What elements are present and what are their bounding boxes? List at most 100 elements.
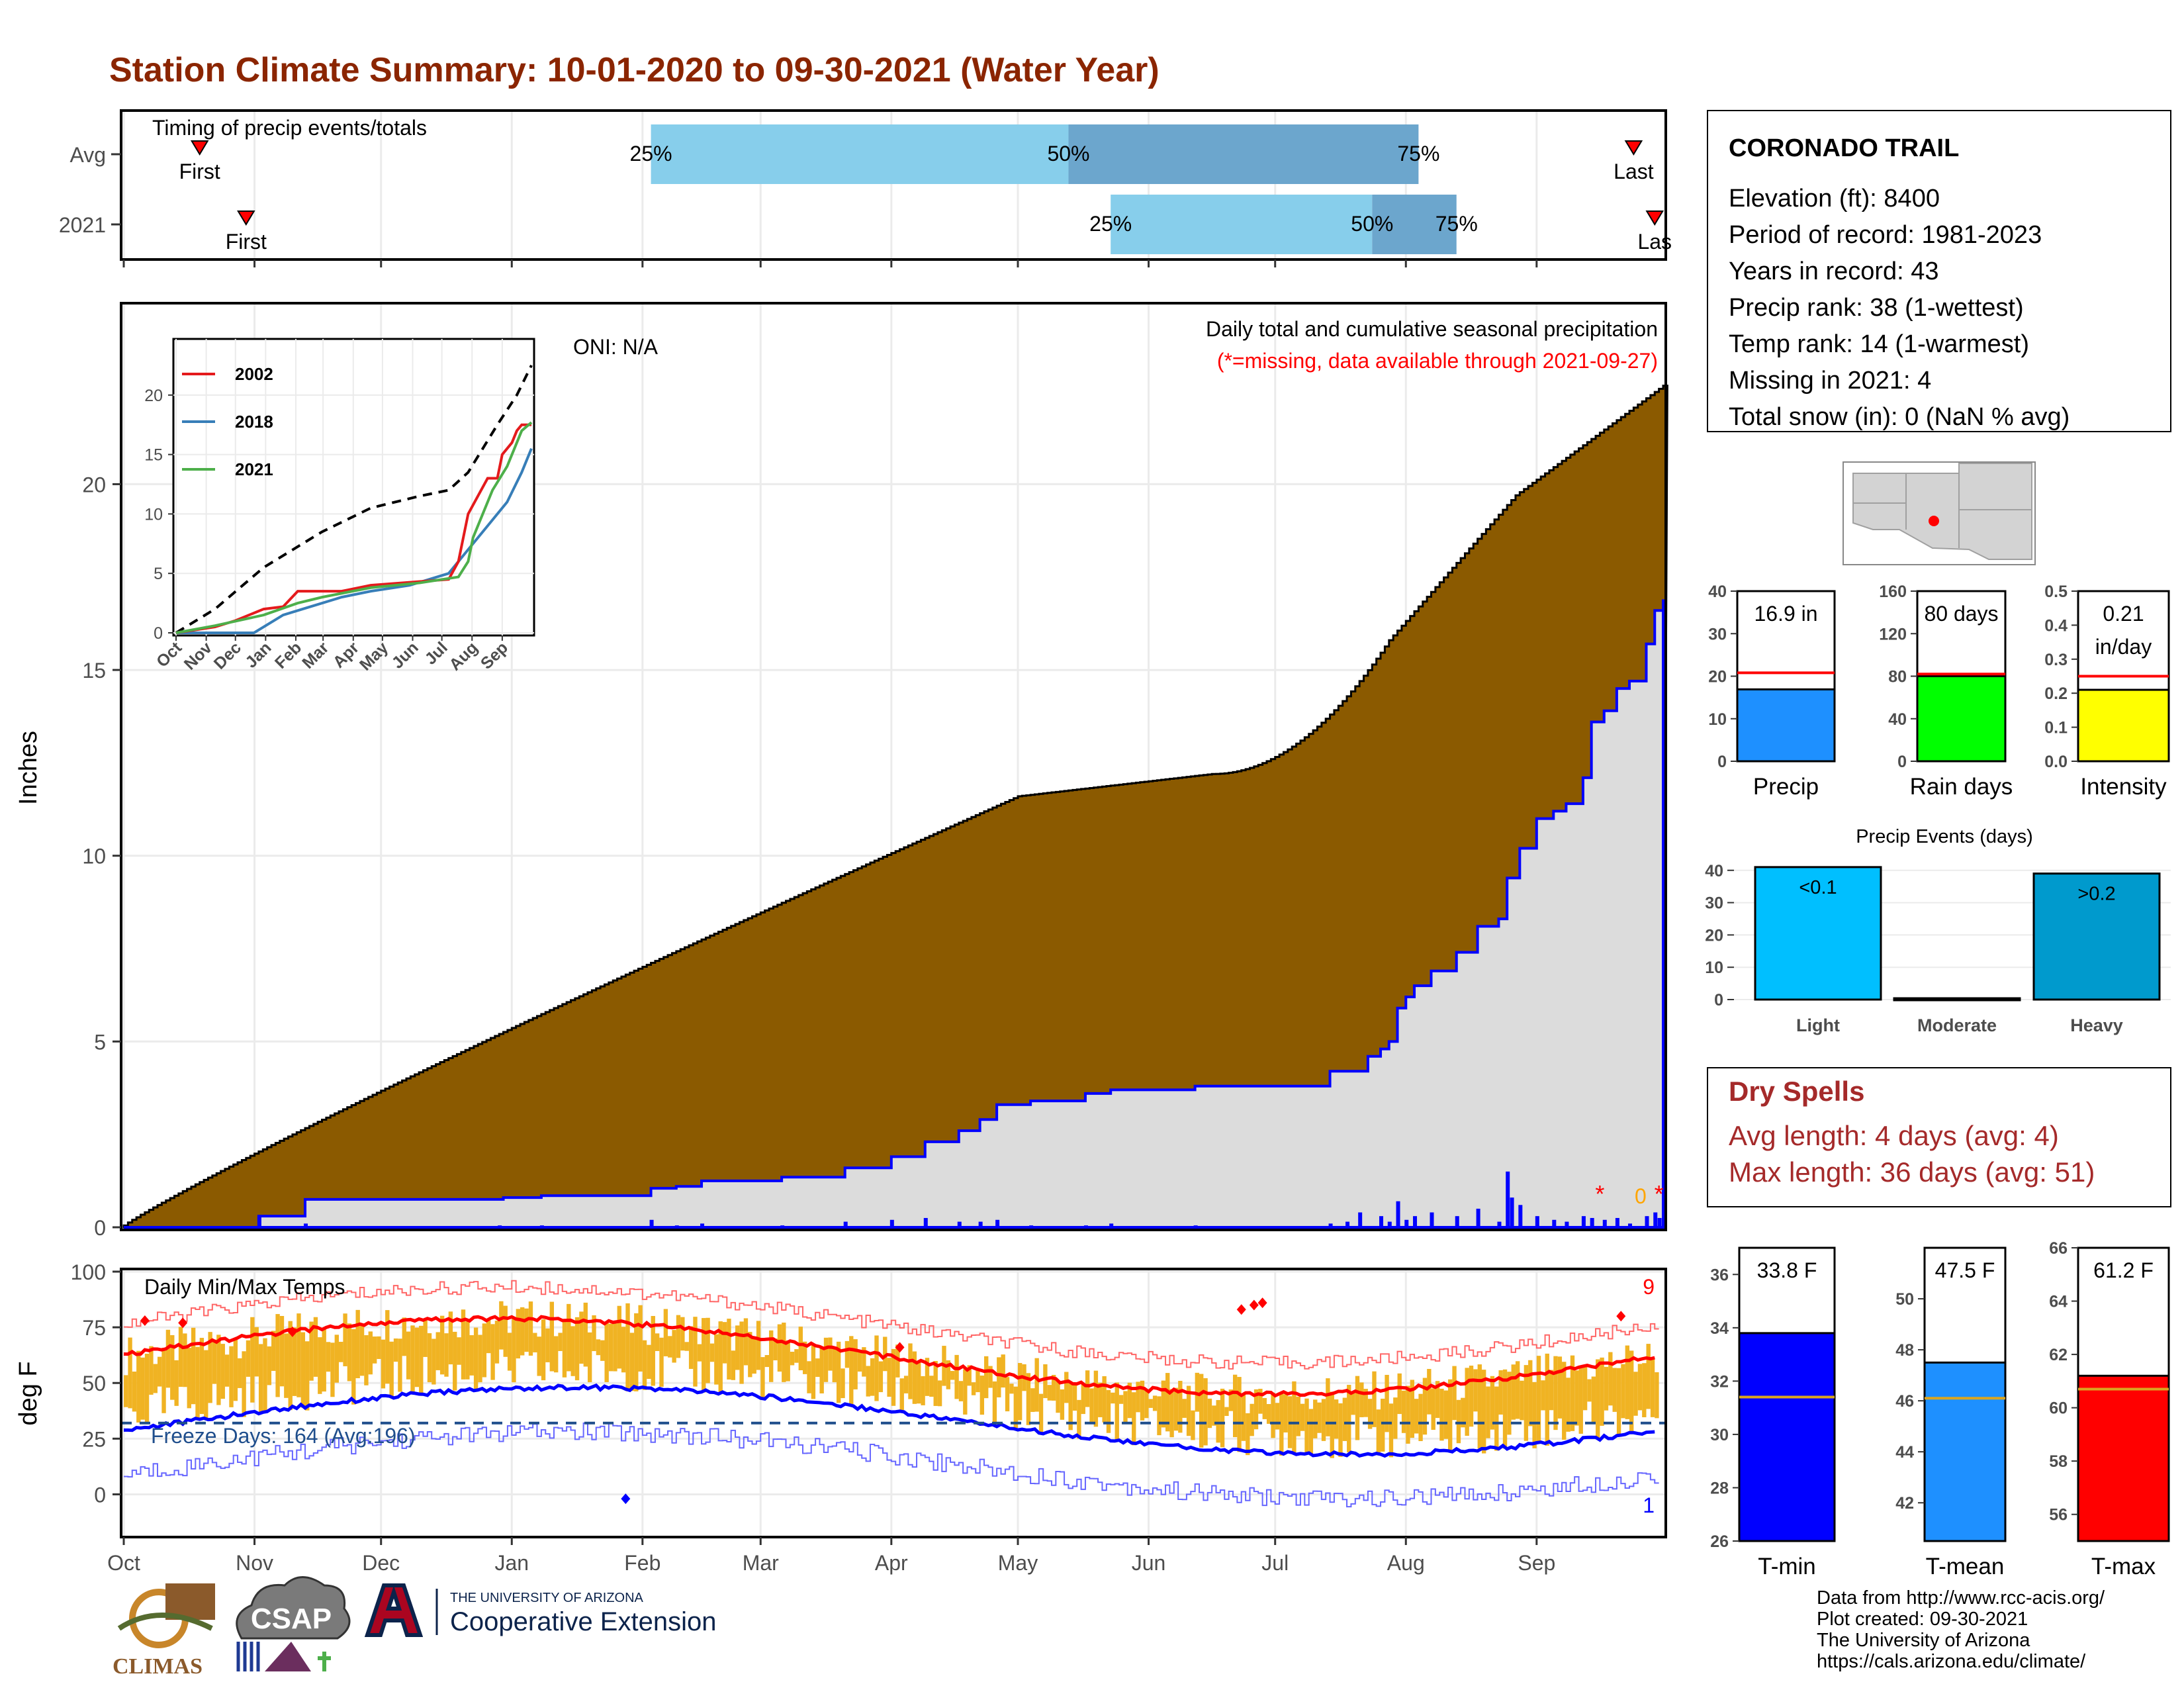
daily-temp-range-bar	[912, 1351, 917, 1404]
timing-bar-25-50	[1111, 195, 1373, 254]
daily-temp-range-bar	[1439, 1388, 1444, 1441]
precip-caption: Daily total and cumulative seasonal prec…	[1206, 317, 1658, 341]
daily-temp-range-bar	[1013, 1386, 1018, 1429]
daily-temp-range-bar	[933, 1361, 938, 1406]
daily-precip-bar	[1615, 1217, 1619, 1227]
inset-2021-line	[175, 421, 533, 634]
daily-temp-range-bar	[465, 1321, 470, 1380]
mini-bar-y-tick-label: 10	[1708, 710, 1727, 729]
daily-temp-range-bar	[697, 1344, 702, 1362]
precip-y-tick-label: 0	[94, 1216, 106, 1240]
last-event-marker	[1624, 140, 1643, 156]
daily-temp-range-bar	[1220, 1388, 1225, 1448]
daily-precip-bar	[1476, 1208, 1480, 1227]
temp-panel: 0 25 50 75 100 Oct Nov Dec Jan Feb Mar Apr May Jun Ju…	[15, 1260, 1667, 1575]
daily-temp-range-bar	[604, 1321, 609, 1382]
daily-temp-range-bar	[1473, 1369, 1478, 1412]
mini-bar-y-tick-label: 64	[2049, 1293, 2068, 1311]
daily-temp-range-bar	[318, 1337, 322, 1394]
daily-precip-bar	[843, 1221, 848, 1227]
daily-temp-range-bar	[359, 1325, 365, 1376]
daily-temp-range-bar	[224, 1354, 230, 1387]
mini-bar-y-tick-label: 0.3	[2044, 651, 2068, 669]
daily-temp-range-bar	[1186, 1385, 1191, 1436]
daily-temp-range-bar	[663, 1309, 668, 1356]
daily-temp-range-bar	[921, 1376, 925, 1405]
daily-precip-bar	[1328, 1223, 1333, 1227]
daily-temp-range-bar	[1562, 1362, 1567, 1440]
daily-temp-range-bar	[790, 1352, 795, 1366]
daily-temp-range-bar	[528, 1301, 533, 1356]
daily-temp-range-bar	[1549, 1370, 1554, 1411]
daily-temp-range-bar	[1241, 1394, 1246, 1441]
ua-big-text: Cooperative Extension	[450, 1607, 716, 1636]
daily-precip-bar	[674, 1225, 679, 1227]
daily-temp-range-bar	[832, 1348, 837, 1383]
events-y-tick-label: 10	[1705, 959, 1723, 977]
ua-logo: THE UNIVERSITY OF ARIZONA Cooperative Ex…	[364, 1583, 716, 1637]
mini-bar-value-label: 16.9 in	[1754, 602, 1817, 626]
daily-temp-range-bar	[1388, 1403, 1394, 1458]
daily-temp-range-bar	[1292, 1381, 1297, 1454]
daily-precip-bar	[1109, 1223, 1114, 1227]
daily-temp-range-bar	[288, 1321, 293, 1411]
daily-temp-range-bar	[1367, 1399, 1373, 1429]
daily-temp-range-bar	[794, 1349, 799, 1363]
daily-temp-range-bar	[432, 1338, 436, 1385]
station-info-line: Temp rank: 14 (1-warmest)	[1729, 330, 2029, 358]
record-high-marker	[1249, 1299, 1259, 1311]
daily-temp-range-bar	[1461, 1397, 1465, 1428]
mini-bar-y-tick-label: 28	[1710, 1479, 1729, 1497]
daily-precip-bar	[1497, 1221, 1502, 1227]
daily-temp-range-bar	[1102, 1376, 1107, 1423]
footer-credits: Data from http://www.rcc-acis.org/Plot c…	[1817, 1587, 2105, 1672]
daily-temp-range-bar	[486, 1319, 491, 1354]
daily-temp-range-bar	[1418, 1393, 1423, 1442]
daily-temp-range-bar	[275, 1314, 280, 1397]
daily-temp-range-bar	[1401, 1390, 1406, 1433]
daily-temp-range-bar	[279, 1315, 285, 1387]
daily-precip-bar	[649, 1219, 654, 1227]
daily-temp-range-bar	[621, 1327, 626, 1373]
mini-bar-y-tick-label: 40	[1708, 583, 1727, 601]
daily-temp-range-bar	[1397, 1373, 1402, 1415]
events-category-label: Light	[1796, 1015, 1840, 1035]
daily-temp-range-bar	[625, 1303, 630, 1391]
daily-temp-range-bar	[339, 1342, 343, 1362]
precip-missing-note: (*=missing, data available through 2021-…	[1217, 349, 1658, 373]
daily-temp-range-bar	[702, 1318, 706, 1393]
daily-temp-range-bar	[1266, 1404, 1271, 1424]
daily-temp-range-bar	[891, 1348, 896, 1406]
daily-temp-range-bar	[655, 1333, 660, 1351]
temp-y-tick-label: 25	[82, 1427, 106, 1451]
daily-temp-range-bar	[419, 1325, 424, 1396]
daily-temp-range-bar	[503, 1305, 508, 1357]
daily-temp-range-bar	[1279, 1393, 1284, 1456]
daily-temp-range-bar	[490, 1324, 495, 1380]
daily-temp-range-bar	[853, 1339, 858, 1389]
precip-ylabel: Inches	[15, 731, 42, 805]
daily-temp-range-bar	[389, 1341, 394, 1397]
daily-precip-bar	[700, 1223, 705, 1227]
daily-precip-bar	[1387, 1221, 1392, 1227]
map-county-lines	[1853, 473, 2032, 548]
last-event-marker	[1645, 211, 1664, 226]
figure-title: Station Climate Summary: 10-01-2020 to 0…	[109, 51, 1160, 89]
daily-temp-range-bar	[693, 1317, 698, 1387]
inset-y-tick-label: 10	[144, 505, 163, 524]
daily-precip-bar	[1193, 1225, 1198, 1227]
events-y-tick-label: 30	[1705, 894, 1723, 913]
daily-temp-range-bar	[722, 1322, 727, 1364]
mini-bar-value-label: 80 days	[1924, 602, 1998, 626]
daily-precip-bar	[1628, 1223, 1633, 1227]
record-high-marker	[287, 1326, 297, 1337]
events-y-tick-label: 20	[1705, 926, 1723, 945]
daily-temp-range-bar	[883, 1336, 887, 1372]
daily-temp-range-bar	[1372, 1371, 1377, 1427]
daily-temp-range-bar	[727, 1319, 731, 1380]
daily-temp-range-bar	[1178, 1380, 1183, 1433]
daily-temp-range-bar	[672, 1330, 676, 1363]
mini-bar-y-tick-label: 34	[1710, 1319, 1729, 1338]
mini-bar-y-tick-label: 56	[2049, 1506, 2068, 1524]
